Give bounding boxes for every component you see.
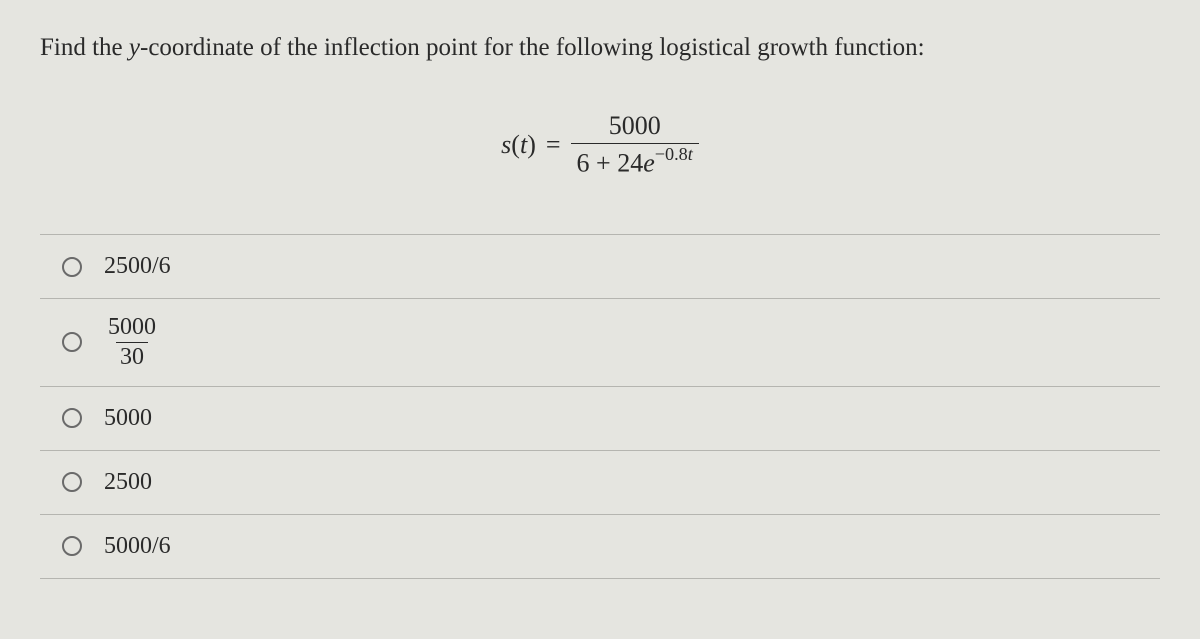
formula-numerator: 5000 [603, 110, 667, 143]
den-exponent: −0.8t [655, 144, 693, 164]
option-2-label: 5000 30 [104, 313, 160, 372]
option-4[interactable]: 2500 [40, 451, 1160, 515]
den-const: 6 + 24 [577, 149, 644, 178]
question-prompt: Find the y-coordinate of the inflection … [40, 30, 1160, 65]
formula-denominator: 6 + 24e−0.8t [571, 143, 699, 179]
option-2[interactable]: 5000 30 [40, 299, 1160, 387]
answer-options: 2500/6 5000 30 5000 2500 5000/6 [40, 234, 1160, 579]
option-3[interactable]: 5000 [40, 387, 1160, 451]
radio-icon [62, 408, 82, 428]
option-2-den: 30 [116, 342, 148, 372]
option-3-label: 5000 [104, 405, 152, 432]
formula-display: s(t) = 5000 6 + 24e−0.8t [40, 110, 1160, 179]
formula-func: s [501, 130, 511, 159]
radio-icon [62, 536, 82, 556]
prompt-variable: y [129, 34, 140, 61]
formula-lhs: s(t) [501, 130, 536, 160]
den-e: e [643, 149, 655, 178]
formula-fraction: 5000 6 + 24e−0.8t [571, 110, 699, 179]
prompt-suffix: -coordinate of the inflection point for … [140, 34, 925, 61]
equals-sign: = [546, 130, 561, 160]
radio-icon [62, 257, 82, 277]
option-1-label: 2500/6 [104, 253, 171, 280]
option-5[interactable]: 5000/6 [40, 515, 1160, 579]
option-1[interactable]: 2500/6 [40, 235, 1160, 299]
option-2-num: 5000 [104, 313, 160, 342]
prompt-prefix: Find the [40, 34, 129, 61]
option-4-label: 2500 [104, 469, 152, 496]
radio-icon [62, 472, 82, 492]
radio-icon [62, 332, 82, 352]
option-5-label: 5000/6 [104, 533, 171, 560]
